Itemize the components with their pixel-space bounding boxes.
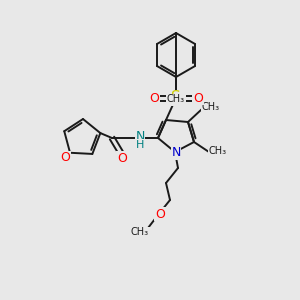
Text: O: O (117, 152, 127, 164)
Text: O: O (149, 92, 159, 104)
Text: O: O (155, 208, 165, 220)
Text: H: H (136, 140, 144, 150)
Text: O: O (60, 151, 70, 164)
Text: CH₃: CH₃ (202, 102, 220, 112)
Text: S: S (171, 91, 181, 106)
Text: CH₃: CH₃ (131, 227, 149, 237)
Text: N: N (135, 130, 145, 143)
Text: O: O (193, 92, 203, 104)
Text: CH₃: CH₃ (167, 94, 185, 104)
Text: N: N (171, 146, 181, 160)
Text: CH₃: CH₃ (209, 146, 227, 156)
